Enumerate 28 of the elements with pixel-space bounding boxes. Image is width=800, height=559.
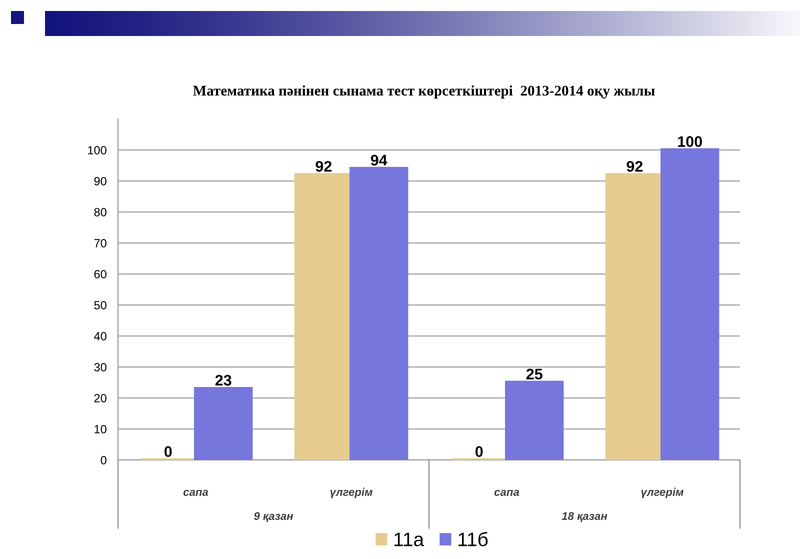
y-tick-label: 90 — [94, 177, 106, 186]
data-label: 94 — [370, 154, 388, 166]
legend-label: 11б — [458, 532, 488, 546]
data-label: 92 — [626, 160, 643, 172]
data-label: 0 — [476, 446, 483, 457]
y-tick-label: 40 — [94, 332, 106, 340]
legend-label: 11а — [394, 532, 424, 546]
y-tick-label: 20 — [94, 394, 106, 402]
text: 9 қазан — [254, 512, 294, 522]
y-tick-label: 50 — [94, 301, 106, 310]
data-label: 0 — [164, 446, 172, 457]
data-label: 23 — [215, 374, 232, 386]
x-tick-label: үлгерім — [330, 488, 373, 498]
data-label: 25 — [526, 368, 542, 380]
y-tick-label: 60 — [94, 270, 106, 278]
x-tick-label: сапа — [494, 490, 520, 496]
text: 18 қазан — [562, 512, 608, 522]
y-tick-label: 10 — [94, 425, 106, 434]
x-tick-label: үлгерім — [641, 488, 684, 498]
y-tick-label: 0 — [100, 456, 106, 464]
x-tick-label: сапа — [183, 490, 208, 496]
data-label: 92 — [316, 160, 332, 172]
chart-title: Математика пәнінен сынама тест көрсеткіштері 2013-2014 оқу жылы — [193, 85, 655, 99]
data-label: 100 — [678, 136, 702, 147]
y-tick-label: 70 — [94, 239, 106, 248]
y-tick-label: 30 — [94, 363, 106, 372]
y-tick-label: 100 — [88, 146, 106, 154]
y-tick-label: 80 — [94, 208, 106, 216]
